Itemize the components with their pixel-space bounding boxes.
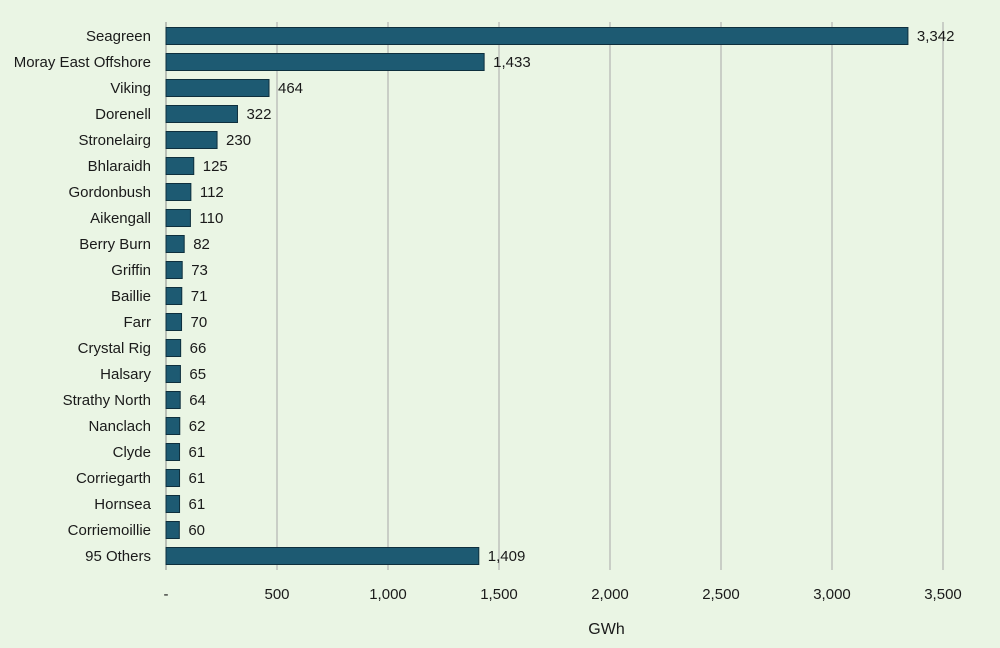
x-tick-label: 3,500 bbox=[924, 586, 962, 603]
bar-viking bbox=[165, 79, 270, 97]
x-tick-label: 2,000 bbox=[591, 586, 629, 603]
category-label: Corriegarth bbox=[76, 470, 151, 487]
bar-moray-east-offshore bbox=[165, 53, 485, 71]
data-label: 230 bbox=[226, 132, 251, 149]
category-label: 95 Others bbox=[85, 548, 151, 565]
x-tick-label: - bbox=[164, 586, 169, 603]
data-label: 464 bbox=[278, 80, 303, 97]
data-label: 70 bbox=[191, 314, 208, 331]
category-label: Clyde bbox=[113, 444, 151, 461]
data-label: 60 bbox=[188, 522, 205, 539]
bar-dorenell bbox=[165, 105, 238, 123]
bar-nanclach bbox=[165, 417, 181, 435]
bar-farr bbox=[165, 313, 183, 331]
data-label: 66 bbox=[190, 340, 207, 357]
bar-berry-burn bbox=[165, 235, 185, 253]
data-label: 61 bbox=[189, 470, 206, 487]
bar-baillie bbox=[165, 287, 183, 305]
x-axis-title: GWh bbox=[588, 621, 624, 638]
bar-strathy-north bbox=[165, 391, 181, 409]
bar-corriegarth bbox=[165, 469, 181, 487]
category-label: Halsary bbox=[100, 366, 151, 383]
category-label: Corriemoillie bbox=[68, 522, 151, 539]
category-label: Crystal Rig bbox=[78, 340, 151, 357]
bar-clyde bbox=[165, 443, 181, 461]
category-label: Farr bbox=[124, 314, 152, 331]
category-label: Seagreen bbox=[86, 28, 151, 45]
data-label: 71 bbox=[191, 288, 208, 305]
data-label: 61 bbox=[189, 444, 206, 461]
category-label: Baillie bbox=[111, 288, 151, 305]
bar-griffin bbox=[165, 261, 183, 279]
bar-bhlaraidh bbox=[165, 157, 195, 175]
x-tick-label: 1,000 bbox=[369, 586, 407, 603]
data-label: 322 bbox=[246, 106, 271, 123]
category-label: Nanclach bbox=[88, 418, 151, 435]
bar-stronelairg bbox=[165, 131, 218, 149]
data-label: 1,409 bbox=[488, 548, 526, 565]
data-label: 3,342 bbox=[917, 28, 955, 45]
category-label: Hornsea bbox=[94, 496, 151, 513]
data-label: 64 bbox=[189, 392, 206, 409]
data-label: 73 bbox=[191, 262, 208, 279]
bar-aikengall bbox=[165, 209, 191, 227]
x-tick-label: 3,000 bbox=[813, 586, 851, 603]
x-tick-label: 2,500 bbox=[702, 586, 740, 603]
data-label: 65 bbox=[189, 366, 206, 383]
data-label: 61 bbox=[189, 496, 206, 513]
data-label: 125 bbox=[203, 158, 228, 175]
bar-crystal-rig bbox=[165, 339, 182, 357]
data-label: 62 bbox=[189, 418, 206, 435]
bar-gordonbush bbox=[165, 183, 192, 201]
data-label: 110 bbox=[199, 210, 223, 227]
bar-halsary bbox=[165, 365, 181, 383]
bar-seagreen bbox=[165, 27, 909, 45]
category-label: Stronelairg bbox=[78, 132, 151, 149]
x-tick-label: 1,500 bbox=[480, 586, 518, 603]
category-label: Dorenell bbox=[95, 106, 151, 123]
x-tick-label: 500 bbox=[264, 586, 289, 603]
category-label: Bhlaraidh bbox=[88, 158, 151, 175]
category-label: Gordonbush bbox=[68, 184, 151, 201]
data-label: 112 bbox=[200, 184, 224, 201]
category-label: Viking bbox=[110, 80, 151, 97]
data-label: 82 bbox=[193, 236, 210, 253]
category-label: Aikengall bbox=[90, 210, 151, 227]
category-label: Moray East Offshore bbox=[14, 54, 151, 71]
category-label: Griffin bbox=[111, 262, 151, 279]
category-label: Strathy North bbox=[63, 392, 151, 409]
category-label: Berry Burn bbox=[79, 236, 151, 253]
bar-95-others bbox=[165, 547, 480, 565]
data-label: 1,433 bbox=[493, 54, 531, 71]
bar-corriemoillie bbox=[165, 521, 180, 539]
bar-hornsea bbox=[165, 495, 181, 513]
